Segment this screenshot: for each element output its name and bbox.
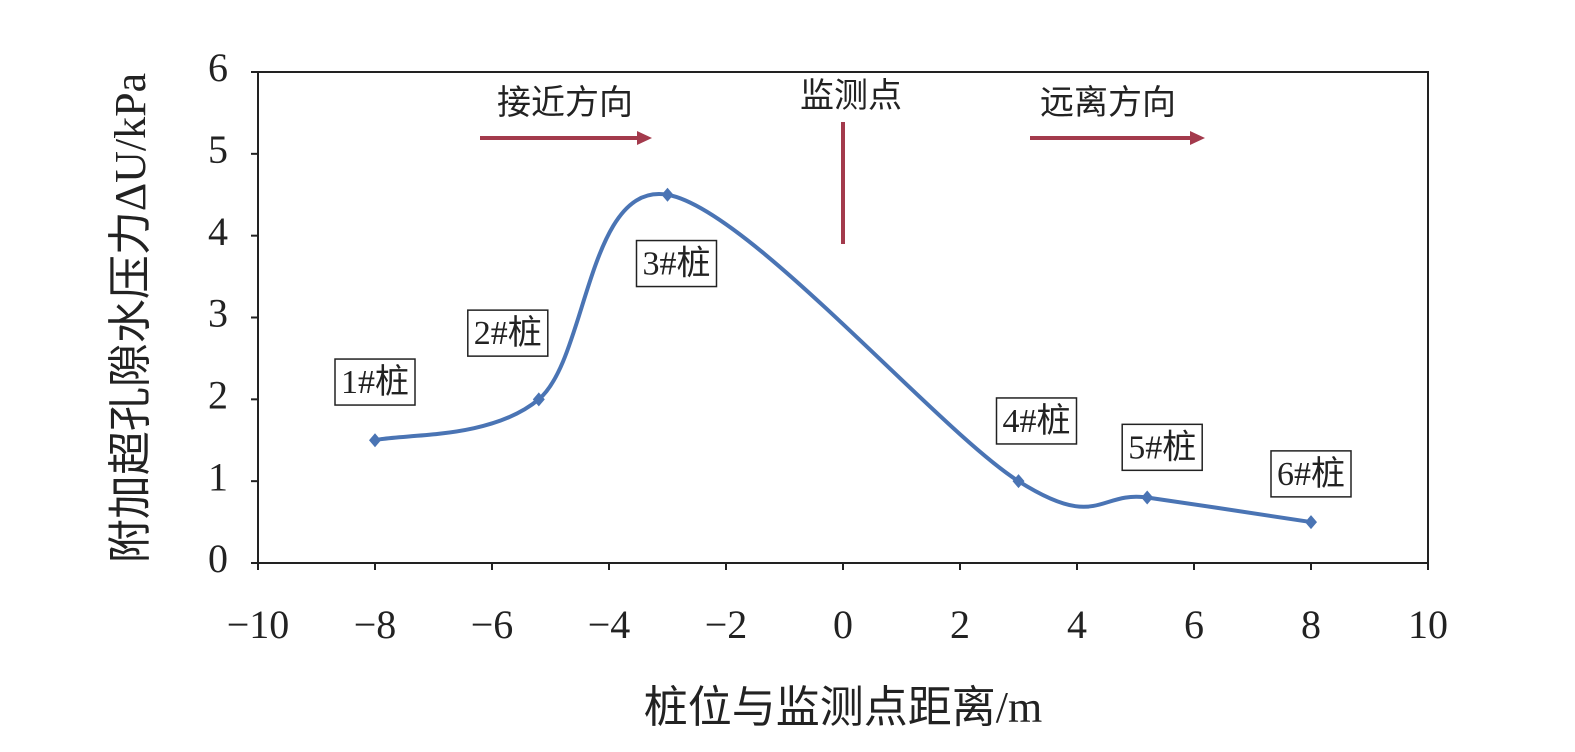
y-tick-label: 4 bbox=[208, 209, 228, 254]
annotation: 接近方向 bbox=[497, 84, 633, 122]
point bbox=[1012, 474, 1025, 489]
y-tick-label: 3 bbox=[208, 291, 228, 336]
arrow-head bbox=[637, 131, 652, 145]
x-tick-label: 6 bbox=[1184, 602, 1204, 647]
point-label: 4#桩 bbox=[1003, 402, 1071, 440]
label-box bbox=[1121, 423, 1203, 472]
x-tick-label: −10 bbox=[227, 602, 290, 647]
label-box bbox=[1270, 450, 1352, 498]
point-label: 2#桩 bbox=[474, 314, 542, 352]
label-box bbox=[635, 239, 718, 288]
point bbox=[1305, 515, 1317, 530]
x-tick-label: 4 bbox=[1067, 602, 1087, 647]
x-axis-label: 桩位与监测点距离/m bbox=[644, 683, 1042, 732]
x-tick-label: −8 bbox=[354, 602, 397, 647]
x-tick-label: 10 bbox=[1408, 602, 1448, 647]
x-tick-label: 0 bbox=[833, 602, 853, 647]
point bbox=[1141, 490, 1154, 505]
label-box bbox=[334, 358, 416, 406]
point-label: 5#桩 bbox=[1128, 428, 1196, 466]
label-box bbox=[467, 309, 549, 357]
y-tick-label: 2 bbox=[208, 373, 228, 418]
y-tick-label: 6 bbox=[208, 45, 228, 90]
point bbox=[661, 187, 674, 202]
x-tick-label: −2 bbox=[705, 602, 748, 647]
annotation: 远离方向 bbox=[1040, 84, 1176, 122]
annotation: 监测点 bbox=[800, 77, 902, 115]
point-label: 3#桩 bbox=[643, 245, 711, 283]
x-tick-label: 2 bbox=[950, 602, 970, 647]
label-box bbox=[995, 397, 1078, 445]
y-tick-label: 1 bbox=[208, 454, 228, 499]
point bbox=[532, 392, 545, 407]
x-tick-label: −6 bbox=[471, 602, 514, 647]
y-tick-label: 0 bbox=[208, 536, 228, 581]
x-tick-label: 8 bbox=[1301, 602, 1321, 647]
arrow-head bbox=[1190, 131, 1205, 145]
y-tick-label: 5 bbox=[208, 127, 228, 172]
point bbox=[369, 433, 381, 448]
y-axis-label: 附加超孔隙水压力ΔU/kPa bbox=[106, 73, 155, 563]
point-label: 1#桩 bbox=[341, 363, 409, 401]
x-tick-label: −4 bbox=[588, 602, 631, 647]
point-label: 6#桩 bbox=[1277, 455, 1345, 493]
